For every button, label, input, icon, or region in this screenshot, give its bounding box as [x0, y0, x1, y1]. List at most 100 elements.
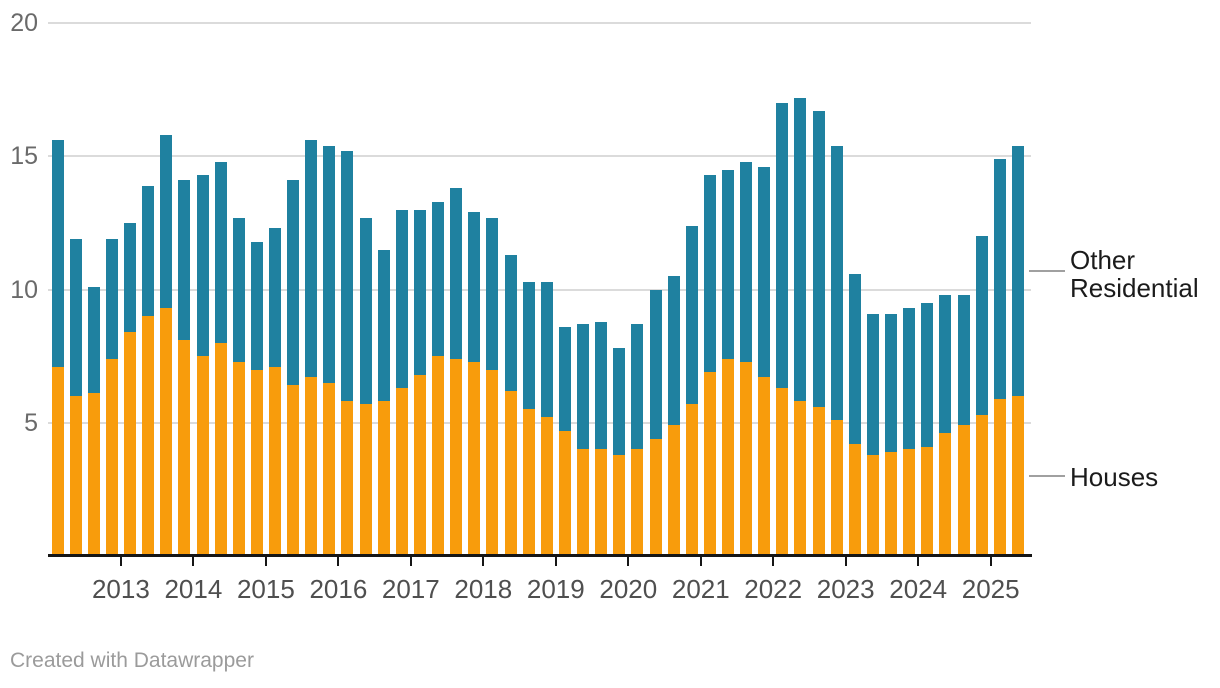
bar-houses-2013-Q3[interactable] [160, 308, 173, 556]
bar-other-residential-2013-Q2[interactable] [142, 185, 155, 317]
bar-other-residential-2013-Q3[interactable] [160, 135, 173, 309]
bar-houses-2018-Q3[interactable] [522, 409, 535, 556]
bar-other-residential-2021-Q4[interactable] [758, 166, 771, 378]
bar-houses-2013-Q1[interactable] [124, 332, 136, 556]
bar-other-residential-2018-Q2[interactable] [504, 254, 517, 391]
bar-other-residential-2016-Q4[interactable] [395, 209, 408, 389]
bar-other-residential-2022-Q3[interactable] [812, 111, 825, 407]
bar-other-residential-2019-Q4[interactable] [613, 348, 626, 455]
bar-other-residential-2017-Q3[interactable] [450, 188, 463, 359]
bar-other-residential-2018-Q4[interactable] [540, 281, 553, 418]
bar-other-residential-2014-Q1[interactable] [196, 174, 209, 357]
bar-houses-2014-Q2[interactable] [214, 342, 227, 556]
bar-houses-2024-Q2[interactable] [939, 433, 952, 556]
bar-other-residential-2016-Q1[interactable] [341, 150, 354, 402]
bar-houses-2020-Q1[interactable] [631, 449, 644, 556]
bar-houses-2023-Q3[interactable] [885, 452, 897, 556]
bar-other-residential-2015-Q3[interactable] [305, 140, 318, 378]
bar-houses-2013-Q4[interactable] [178, 340, 191, 556]
bar-houses-2014-Q1[interactable] [196, 356, 209, 556]
bar-houses-2012-Q4[interactable] [105, 358, 118, 556]
bar-houses-2015-Q2[interactable] [287, 385, 300, 556]
bar-other-residential-2021-Q2[interactable] [721, 169, 734, 359]
bar-other-residential-2022-Q2[interactable] [794, 97, 807, 402]
bar-houses-2018-Q1[interactable] [486, 369, 499, 556]
bar-houses-2024-Q3[interactable] [957, 425, 970, 556]
bar-houses-2016-Q2[interactable] [359, 404, 372, 556]
bar-other-residential-2024-Q3[interactable] [957, 294, 970, 426]
bar-houses-2016-Q3[interactable] [377, 401, 390, 556]
bar-other-residential-2019-Q2[interactable] [577, 324, 589, 450]
bar-houses-2017-Q2[interactable] [432, 356, 444, 556]
bar-houses-2021-Q3[interactable] [740, 361, 753, 556]
bar-other-residential-2025-Q1[interactable] [993, 159, 1006, 399]
bar-other-residential-2023-Q3[interactable] [885, 313, 897, 453]
bar-houses-2023-Q4[interactable] [903, 449, 916, 556]
bar-other-residential-2015-Q1[interactable] [268, 228, 281, 367]
bar-houses-2012-Q3[interactable] [87, 393, 100, 556]
bar-other-residential-2017-Q2[interactable] [432, 201, 444, 357]
bar-houses-2023-Q2[interactable] [866, 454, 879, 556]
bar-other-residential-2019-Q3[interactable] [595, 321, 608, 450]
bar-houses-2024-Q4[interactable] [975, 414, 988, 556]
bar-houses-2021-Q2[interactable] [721, 358, 734, 556]
bar-houses-2016-Q4[interactable] [395, 388, 408, 556]
bar-other-residential-2016-Q3[interactable] [377, 249, 390, 402]
bar-houses-2022-Q2[interactable] [794, 401, 807, 556]
bar-other-residential-2020-Q2[interactable] [649, 289, 662, 439]
bar-houses-2025-Q2[interactable] [1011, 396, 1024, 556]
bar-houses-2020-Q2[interactable] [649, 438, 662, 556]
bar-other-residential-2013-Q1[interactable] [124, 222, 136, 333]
bar-houses-2018-Q4[interactable] [540, 417, 553, 556]
bar-other-residential-2024-Q4[interactable] [975, 236, 988, 415]
bar-other-residential-2017-Q1[interactable] [413, 209, 426, 375]
bar-other-residential-2019-Q1[interactable] [558, 326, 571, 431]
bar-other-residential-2018-Q1[interactable] [486, 217, 499, 370]
bar-other-residential-2016-Q2[interactable] [359, 217, 372, 405]
bar-other-residential-2012-Q2[interactable] [69, 238, 82, 397]
bar-houses-2014-Q3[interactable] [232, 361, 245, 556]
bar-other-residential-2014-Q3[interactable] [232, 217, 245, 362]
bar-other-residential-2015-Q4[interactable] [323, 145, 336, 383]
bar-other-residential-2020-Q1[interactable] [631, 324, 644, 450]
bar-houses-2022-Q3[interactable] [812, 406, 825, 556]
bar-houses-2018-Q2[interactable] [504, 390, 517, 556]
bar-other-residential-2021-Q3[interactable] [740, 161, 753, 362]
bar-other-residential-2022-Q4[interactable] [830, 145, 843, 421]
bar-other-residential-2024-Q1[interactable] [921, 302, 934, 447]
bar-houses-2015-Q3[interactable] [305, 377, 318, 556]
bar-other-residential-2012-Q3[interactable] [87, 286, 100, 394]
bar-houses-2013-Q2[interactable] [142, 316, 155, 556]
bar-other-residential-2015-Q2[interactable] [287, 180, 300, 386]
bar-other-residential-2017-Q4[interactable] [468, 212, 481, 362]
bar-houses-2023-Q1[interactable] [848, 444, 861, 556]
bar-other-residential-2025-Q2[interactable] [1011, 145, 1024, 397]
bar-houses-2016-Q1[interactable] [341, 401, 354, 556]
bar-houses-2019-Q1[interactable] [558, 430, 571, 556]
bar-other-residential-2020-Q3[interactable] [667, 276, 680, 426]
bar-houses-2021-Q4[interactable] [758, 377, 771, 556]
bar-houses-2019-Q3[interactable] [595, 449, 608, 556]
bar-other-residential-2021-Q1[interactable] [703, 174, 716, 373]
bar-houses-2019-Q2[interactable] [577, 449, 589, 556]
bar-other-residential-2020-Q4[interactable] [685, 225, 698, 405]
bar-houses-2024-Q1[interactable] [921, 446, 934, 556]
bar-houses-2012-Q2[interactable] [69, 396, 82, 556]
bar-houses-2025-Q1[interactable] [993, 398, 1006, 556]
bar-houses-2022-Q1[interactable] [776, 388, 789, 556]
bar-other-residential-2012-Q4[interactable] [105, 238, 118, 359]
bar-houses-2014-Q4[interactable] [250, 369, 263, 556]
bar-houses-2015-Q1[interactable] [268, 366, 281, 556]
datawrapper-credit-link[interactable]: Created with Datawrapper [10, 649, 254, 672]
bar-houses-2017-Q4[interactable] [468, 361, 481, 556]
bar-other-residential-2024-Q2[interactable] [939, 294, 952, 434]
bar-other-residential-2014-Q4[interactable] [250, 241, 263, 370]
bar-houses-2022-Q4[interactable] [830, 420, 843, 556]
bar-other-residential-2022-Q1[interactable] [776, 102, 789, 389]
bar-houses-2017-Q3[interactable] [450, 358, 463, 556]
bar-houses-2020-Q3[interactable] [667, 425, 680, 556]
bar-houses-2012-Q1[interactable] [51, 366, 64, 556]
bar-other-residential-2013-Q4[interactable] [178, 180, 191, 341]
bar-other-residential-2012-Q1[interactable] [51, 140, 64, 367]
bar-other-residential-2023-Q2[interactable] [866, 313, 879, 455]
